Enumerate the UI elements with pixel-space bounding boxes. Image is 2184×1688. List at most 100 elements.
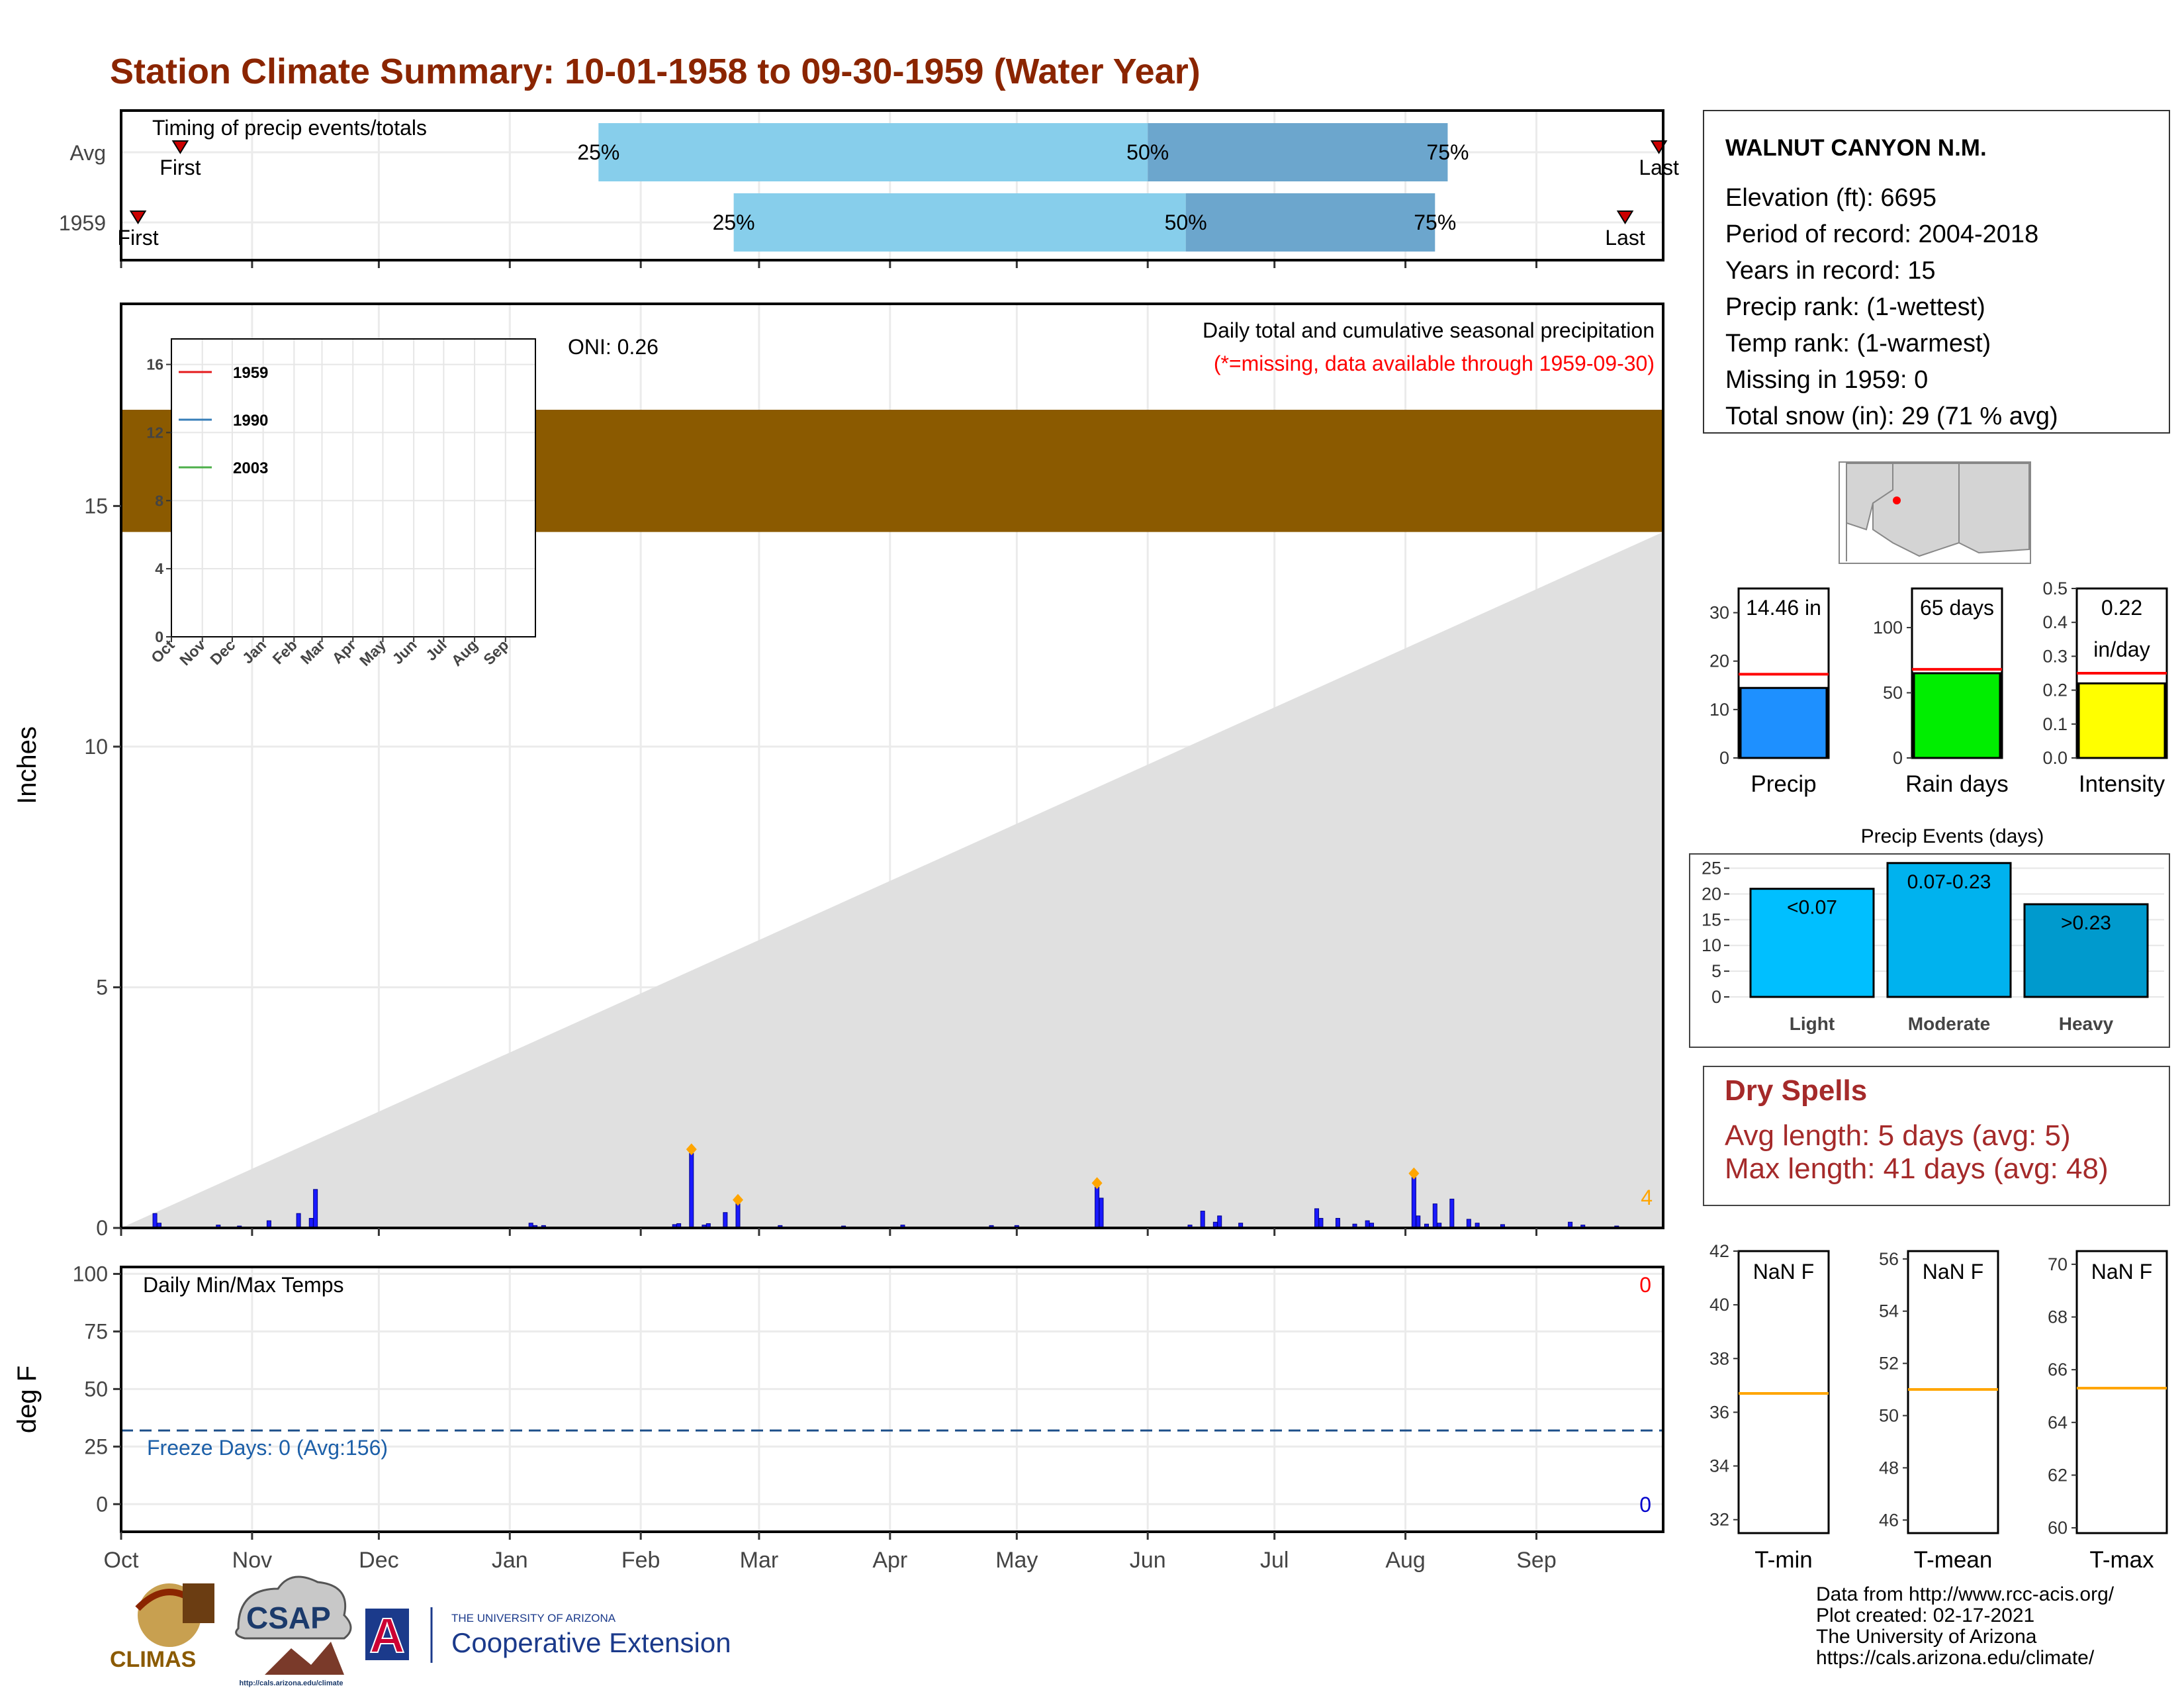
events-y-tick-label: 20 — [1702, 884, 1721, 904]
daily-precip-bar — [1416, 1215, 1421, 1229]
timing-panel-border — [120, 109, 1664, 261]
temp-y-tick-label: 0 — [96, 1492, 108, 1516]
climas-logo-text: CLIMAS — [110, 1647, 196, 1672]
heavy-event-marker-icon — [733, 1194, 743, 1206]
temp-box-value-label: NaN F — [1753, 1260, 1814, 1284]
credit-line-3: The University of Arizona — [1816, 1626, 2037, 1648]
small-bar-value — [1913, 672, 2001, 759]
precip-y-axis-label: Inches — [13, 726, 42, 804]
precip-event-bar-moderate — [1886, 862, 2012, 998]
station-line: Missing in 1959: 0 — [1725, 366, 1928, 394]
map-regions — [1846, 463, 2030, 557]
precip-y-tick-label: 5 — [96, 975, 108, 999]
heavy-event-marker-icon — [1091, 1177, 1103, 1190]
small-bar-tick-label: 0.4 — [2042, 612, 2068, 632]
precip-events-title: Precip Events (days) — [1861, 825, 2044, 847]
small-bar-tick-label: 0.3 — [2042, 646, 2068, 666]
last-event-label: Last — [1605, 226, 1645, 250]
dry-spells-title: Dry Spells — [1725, 1074, 1867, 1107]
precip-y-tick-label: 0 — [96, 1216, 108, 1240]
temp-y-axis-label: deg F — [13, 1366, 42, 1433]
temp-box-tick-label: 68 — [2048, 1307, 2068, 1327]
oni-label: ONI: 0.26 — [568, 335, 659, 359]
daily-precip-bar — [308, 1217, 314, 1229]
daily-precip-bar — [1335, 1217, 1340, 1229]
temp-box-tick-label: 70 — [2048, 1254, 2068, 1274]
small-bar-tick-label: 0 — [1719, 748, 1729, 768]
month-label: Aug — [1385, 1548, 1426, 1573]
timing-p75-label: 75% — [1426, 140, 1469, 164]
daily-precip-bar — [313, 1189, 318, 1229]
temp-box-tick-label: 62 — [2048, 1465, 2068, 1485]
first-event-label: First — [117, 226, 158, 250]
small-bar-tick-label: 50 — [1883, 683, 1903, 703]
events-y-tick-label: 10 — [1702, 935, 1721, 955]
temp-box-tick-label: 56 — [1879, 1249, 1899, 1269]
small-bar-value-label: 14.46 in — [1746, 596, 1821, 620]
daily-precip-bar — [1095, 1186, 1100, 1229]
precip-events-panel: Precip Events (days) 0 5 10 15 20 25 <0.07 Ligh… — [1689, 825, 2170, 1048]
temp-box-tick-label: 48 — [1879, 1458, 1899, 1477]
temp-panel: 0 25 50 75 100 deg F Daily Min/Max Temps Fre… — [13, 1262, 1664, 1533]
month-label: Oct — [104, 1548, 139, 1573]
precip-y-tick-label: 15 — [84, 494, 108, 518]
temp-panel-border — [120, 1266, 1664, 1533]
station-line: Years in record: 15 — [1725, 257, 1936, 285]
temp-box-name: T-mean — [1914, 1547, 1993, 1573]
small-bar-tick-label: 100 — [1873, 618, 1903, 637]
climas-logo-block — [183, 1583, 214, 1623]
daily-precip-bar — [1314, 1208, 1320, 1229]
location-map — [1839, 461, 2031, 564]
small-bar-value-label: 0.22 — [2101, 596, 2142, 620]
month-axis: Oct Nov Dec Jan Feb Mar Apr May Jun Jul Aug Sep — [104, 1532, 1557, 1573]
inset-y-tick-label: 0 — [155, 628, 163, 645]
precip-panel-border — [120, 303, 1664, 1229]
month-label: Sep — [1516, 1548, 1557, 1573]
small-bar-tick-label: 10 — [1709, 700, 1729, 720]
daily-precip-bar — [1217, 1215, 1222, 1229]
precip-count-note: 4 — [1641, 1186, 1653, 1209]
events-y-tick-label: 15 — [1702, 910, 1721, 929]
daily-precip-bar — [723, 1212, 728, 1229]
temp-box-frame — [1907, 1250, 1999, 1534]
precip-x-ticks — [120, 1228, 1537, 1236]
month-label: Apr — [872, 1548, 907, 1573]
precip-event-bar-light — [1749, 888, 1875, 998]
month-label: May — [995, 1548, 1038, 1573]
dry-spells-avg: Avg length: 5 days (avg: 5) — [1725, 1119, 2071, 1152]
credit-line-2: Plot created: 02-17-2021 — [1816, 1605, 2034, 1626]
precip-label-1: Daily total and cumulative seasonal prec… — [1203, 318, 1655, 342]
temp-box-frame — [2075, 1250, 2168, 1534]
daily-precip-bar — [1432, 1203, 1437, 1229]
station-line: Elevation (ft): 6695 — [1725, 184, 1936, 212]
climas-logo: CLIMAS — [110, 1583, 214, 1672]
temp-box-tick-label: 64 — [2048, 1413, 2068, 1432]
heavy-event-marker-icon — [686, 1143, 697, 1156]
daily-precip-bar — [735, 1203, 741, 1229]
daily-precip-bar — [1099, 1197, 1104, 1229]
events-y-tick-label: 0 — [1711, 987, 1721, 1007]
small-bar-name: Rain days — [1905, 771, 2009, 797]
timing-quartile-25-50 — [733, 193, 1186, 252]
credit-line-1: Data from http://www.rcc-acis.org/ — [1816, 1583, 2115, 1605]
temp-box-charts: 32 34 36 38 40 42 NaN F T-min 46 48 50 52 54 56 NaN F T… — [1709, 1241, 2168, 1573]
inset-legend-label: 2003 — [233, 459, 268, 477]
station-lines: Elevation (ft): 6695 Period of record: 20… — [1725, 184, 2058, 430]
first-event-marker-icon — [171, 140, 189, 154]
temp-y-axis: 0 25 50 75 100 — [73, 1262, 121, 1516]
dry-spells-max: Max length: 41 days (avg: 48) — [1725, 1152, 2109, 1185]
station-location-dot — [1893, 496, 1901, 504]
last-event-label: Last — [1639, 156, 1679, 179]
last-event-marker-icon — [1616, 211, 1634, 224]
station-info-box: WALNUT CANYON N.M. Elevation (ft): 6695 P… — [1703, 110, 2170, 434]
events-y-tick-label: 5 — [1711, 961, 1721, 981]
timing-quartile-50-75 — [1148, 123, 1448, 181]
small-bar-tick-label: 0.5 — [2042, 579, 2068, 598]
timing-quartile-25-50 — [598, 123, 1148, 181]
footer: CLIMAS CSAP http://cals.arizona.edu/clim… — [110, 1575, 2115, 1687]
station-line: Temp rank: (1-warmest) — [1725, 330, 1991, 357]
month-label: Mar — [740, 1548, 779, 1573]
timing-quartile-50-75 — [1185, 193, 1435, 252]
